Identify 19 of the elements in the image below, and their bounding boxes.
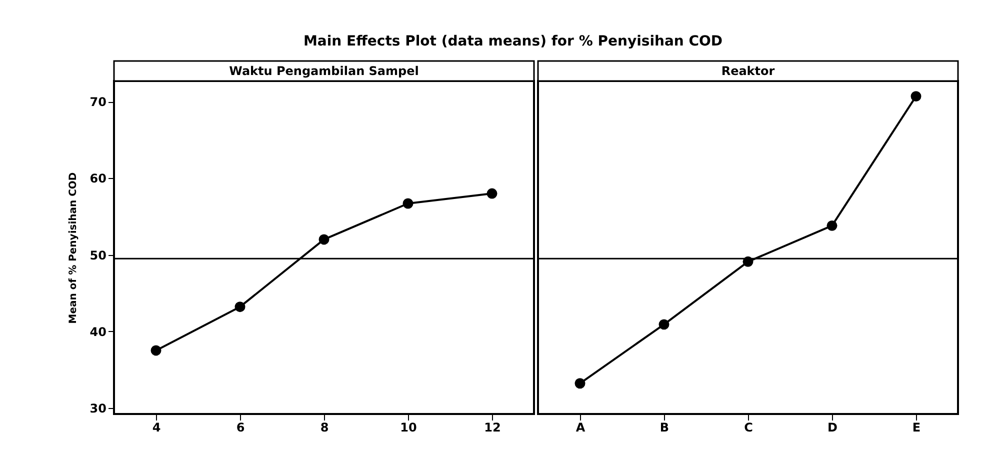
chart-title: Main Effects Plot (data means) for % Penyisihan COD: [303, 33, 723, 50]
y-tick-label: 40: [90, 324, 106, 339]
y-tick-label: 50: [90, 248, 106, 262]
y-tick-label: 60: [90, 172, 106, 186]
x-axis-title: Reaktor: [721, 64, 775, 78]
x-tick-label: E: [912, 420, 921, 434]
x-tick-label: 10: [400, 420, 417, 434]
x-tick-label: 12: [484, 420, 501, 434]
y-axis-title: Mean of % Penyisihan COD: [68, 172, 79, 324]
x-tick-label: 4: [152, 420, 161, 434]
x-tick-label: 6: [236, 420, 245, 434]
x-tick-label: 8: [320, 420, 329, 434]
x-tick-label: D: [828, 420, 838, 434]
x-axis-title: Waktu Pengambilan Sampel: [229, 64, 419, 78]
y-tick-label: 30: [90, 401, 106, 416]
x-tick-label: A: [576, 420, 586, 434]
y-tick-label: 70: [90, 95, 106, 110]
x-tick-label: C: [744, 420, 754, 434]
x-tick-label: B: [660, 420, 670, 434]
